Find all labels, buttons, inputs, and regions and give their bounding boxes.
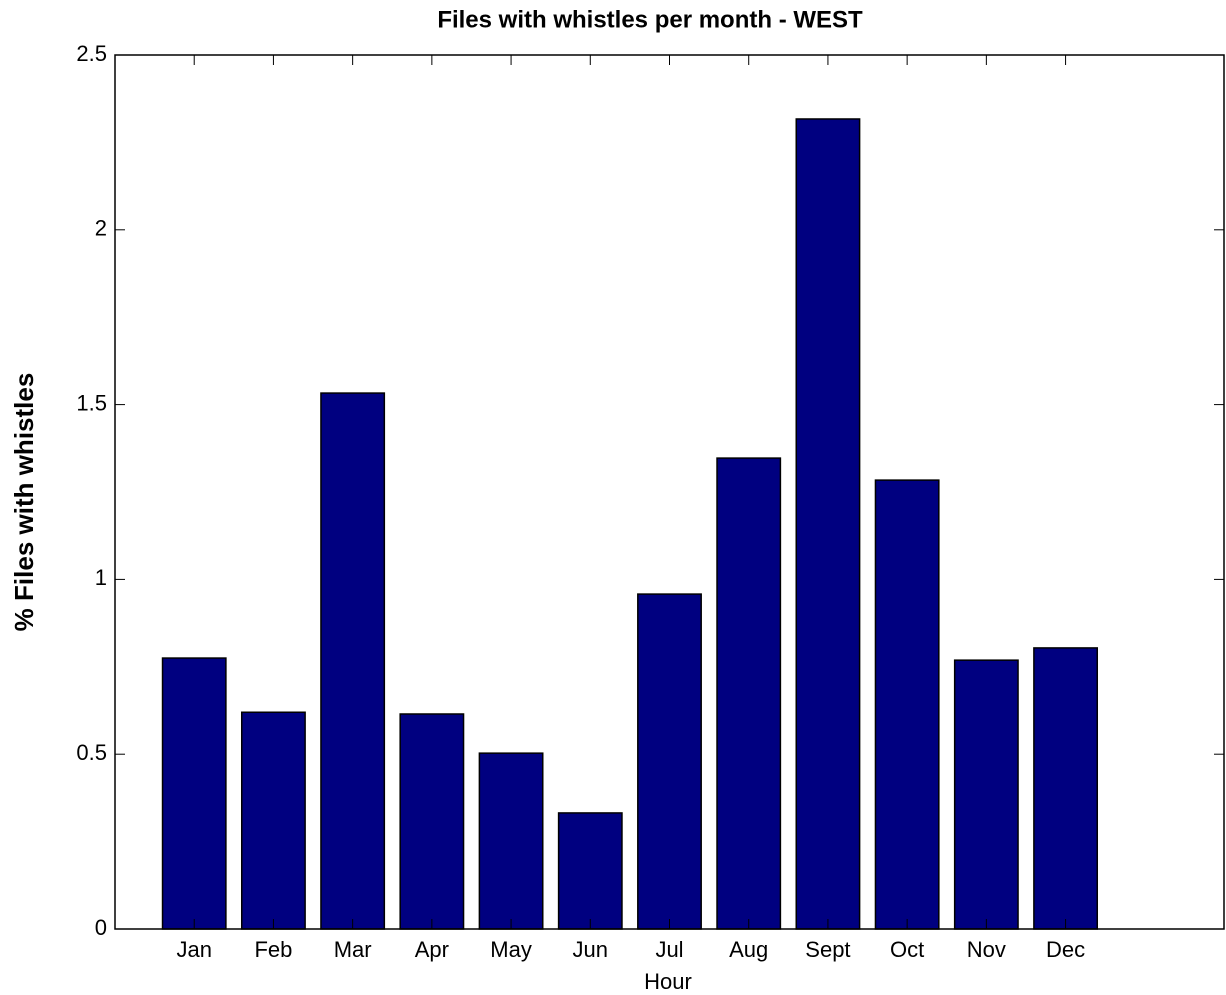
x-tick-label: Mar [334,937,372,962]
bar [320,392,386,930]
x-tick-label: Dec [1046,937,1085,962]
x-tick-label: Jun [573,937,608,962]
y-tick-label: 2.5 [76,41,107,66]
plot-frame [114,54,1225,930]
x-tick-label: Nov [967,937,1006,962]
bar [557,812,623,930]
y-tick-label: 2 [95,216,107,241]
x-tick-label: Apr [415,937,449,962]
bar [161,657,227,930]
x-axis-label: Hour [644,969,692,994]
y-axis-label: % Files with whistles [9,373,39,632]
bar [1033,647,1099,930]
x-tick-label: May [490,937,532,962]
x-tick-label: Aug [729,937,768,962]
x-tick-label: Oct [890,937,924,962]
y-tick-label: 0.5 [76,740,107,765]
bar [716,457,782,930]
y-tick-label: 1.5 [76,390,107,415]
bar [795,118,861,930]
x-tick-label: Feb [254,937,292,962]
bar [953,659,1019,930]
bar [240,711,306,930]
y-tick-label: 1 [95,565,107,590]
chart-title: Files with whistles per month - WEST [437,6,863,33]
y-tick-label: 0 [95,915,107,940]
x-tick-label: Sept [805,937,850,962]
bar [874,479,940,930]
bar [478,752,544,930]
bar [637,593,702,930]
bar [399,713,465,930]
x-tick-label: Jan [176,937,211,962]
x-tick-label: Jul [655,937,683,962]
